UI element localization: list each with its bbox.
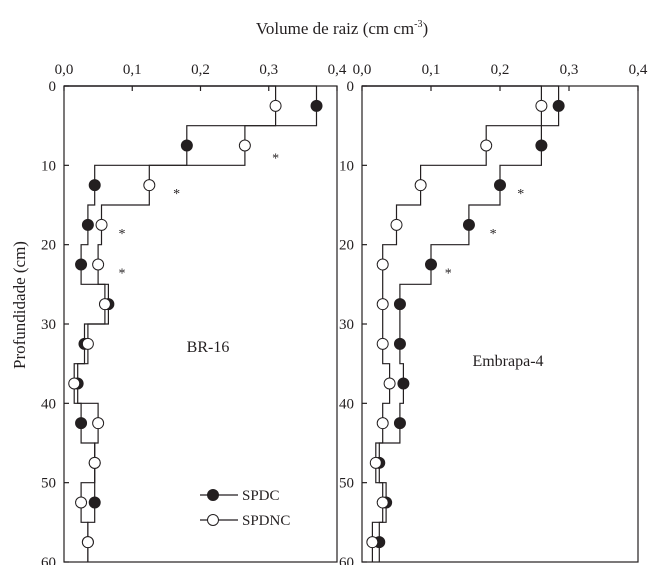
significance-star: * (490, 227, 497, 242)
legend-marker-filled (207, 489, 219, 501)
data-point-spdnc (81, 536, 94, 549)
x-tick-label: 0,4 (328, 62, 347, 78)
data-point-spdc (81, 218, 94, 231)
y-tick-label: 10 (41, 158, 56, 174)
data-point-spdc (425, 258, 437, 271)
x-tick-label: 0,0 (353, 62, 372, 78)
data-point-spdnc (68, 377, 81, 390)
x-tick-label: 0,2 (191, 62, 210, 78)
data-point-spdnc (376, 298, 389, 311)
data-point-spdc (535, 139, 548, 152)
y-tick-label: 40 (339, 396, 354, 412)
data-point-spdc (552, 99, 565, 112)
panel-embrapa-4: 0,0 0,1 0,2 0,3 0,4 0 10 20 30 40 50 60 * * * Embrapa-4 (339, 62, 648, 565)
significance-star: * (173, 187, 180, 202)
x-tick-label: 0,4 (629, 62, 648, 78)
x-tick-label: 0,3 (259, 62, 278, 78)
data-point-spdnc (390, 218, 403, 231)
data-point-spdc (88, 496, 101, 509)
data-point-spdnc (376, 337, 389, 350)
legend: SPDC SPDNC (200, 488, 290, 529)
x-tick-label: 0,1 (422, 62, 441, 78)
data-point-spdc (75, 417, 88, 430)
data-point-spdnc (92, 258, 105, 271)
data-point-spdnc (143, 179, 156, 192)
panel-br-16: 0,0 0,1 0,2 0,3 0,4 0 10 20 30 40 50 60 * * * * BR-16 (41, 62, 347, 565)
significance-star: * (517, 187, 524, 202)
x-tick-label: 0,1 (123, 62, 142, 78)
panel-label: Embrapa-4 (472, 353, 543, 370)
significance-star: * (272, 151, 279, 166)
data-point-spdnc (81, 337, 94, 350)
significance-star: * (119, 266, 126, 281)
x-tick-label: 0,3 (560, 62, 579, 78)
data-point-spdc (75, 258, 88, 271)
y-tick-label: 10 (339, 158, 354, 174)
legend-label-spdnc: SPDNC (242, 513, 290, 529)
data-point-spdc (393, 298, 406, 311)
legend-item-spdc: SPDC (200, 488, 280, 504)
legend-marker-open (207, 514, 219, 526)
data-point-spdnc (480, 139, 493, 152)
data-point-spdc (180, 139, 193, 152)
data-point-spdc (393, 337, 406, 350)
data-point-spdnc (369, 456, 382, 469)
data-point-spdc (88, 179, 101, 192)
series-line-spdnc (64, 85, 277, 562)
top-axis-title: Volume de raiz (cm cm-3) (256, 19, 428, 38)
y-tick-label: 0 (347, 79, 355, 95)
data-point-spdc (462, 218, 475, 231)
significance-star: * (119, 227, 126, 242)
data-point-spdnc (383, 377, 396, 390)
y-tick-label: 20 (41, 238, 56, 254)
y-tick-label: 30 (339, 317, 354, 333)
series-line-spdc (362, 85, 560, 562)
data-point-spdnc (95, 218, 108, 231)
y-tick-label: 20 (339, 238, 354, 254)
data-point-spdnc (238, 139, 251, 152)
data-point-spdnc (92, 417, 105, 430)
y-tick-label: 50 (41, 476, 56, 492)
legend-label-spdc: SPDC (242, 488, 280, 504)
x-tick-label: 0,2 (491, 62, 510, 78)
y-tick-label: 0 (49, 79, 57, 95)
data-point-spdnc (414, 179, 427, 192)
y-tick-label: 60 (339, 555, 354, 565)
data-point-spdnc (98, 298, 111, 311)
data-point-spdnc (269, 99, 282, 112)
y-tick-label: 40 (41, 396, 56, 412)
data-point-spdc (310, 99, 323, 112)
data-point-spdnc (88, 456, 101, 469)
data-point-spdnc (75, 496, 88, 509)
legend-item-spdnc: SPDNC (200, 513, 290, 529)
y-axis-title: Profundidade (cm) (10, 241, 29, 369)
data-point-spdnc (376, 417, 389, 430)
plot-frame (361, 85, 639, 563)
y-tick-label: 50 (339, 476, 354, 492)
panel-label: BR-16 (187, 339, 230, 356)
significance-star: * (445, 266, 452, 281)
data-point-spdc (494, 179, 506, 192)
data-point-spdc (397, 377, 410, 390)
data-point-spdnc (376, 496, 389, 509)
x-tick-label: 0,0 (55, 62, 74, 78)
y-tick-label: 30 (41, 317, 56, 333)
y-tick-label: 60 (41, 555, 56, 565)
data-point-spdnc (535, 99, 548, 112)
series-line-spdnc (362, 85, 542, 562)
data-point-spdc (393, 417, 406, 430)
data-point-spdnc (376, 258, 389, 271)
data-point-spdnc (366, 536, 379, 549)
